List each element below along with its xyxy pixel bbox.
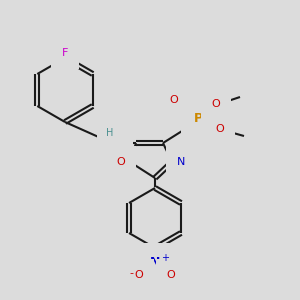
Text: N: N xyxy=(114,138,122,148)
Text: -: - xyxy=(129,268,133,278)
Text: +: + xyxy=(161,253,169,263)
Text: O: O xyxy=(135,270,143,280)
Text: F: F xyxy=(62,48,68,58)
Text: O: O xyxy=(212,99,220,109)
Text: O: O xyxy=(167,270,176,280)
Text: O: O xyxy=(117,157,125,167)
Text: O: O xyxy=(216,124,224,134)
Text: P: P xyxy=(194,112,202,124)
Text: N: N xyxy=(177,157,185,167)
Text: O: O xyxy=(169,95,178,105)
Text: H: H xyxy=(106,128,114,138)
Text: N: N xyxy=(150,256,160,268)
